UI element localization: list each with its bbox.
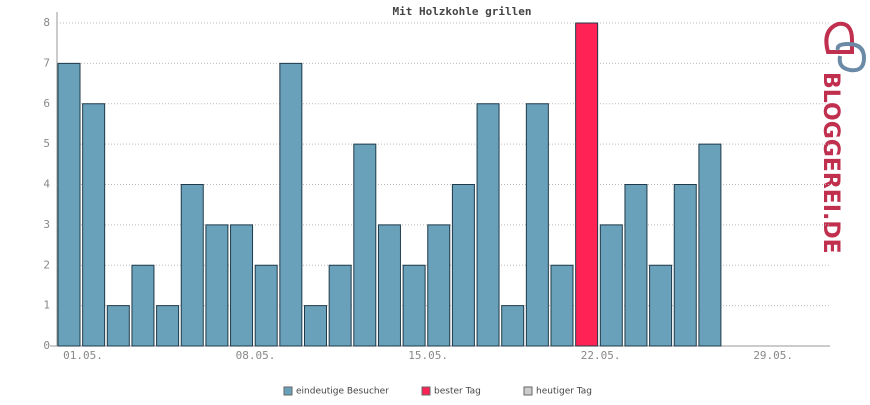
bar bbox=[328, 264, 352, 347]
bar bbox=[205, 224, 229, 347]
x-tick-label: 15.05. bbox=[408, 349, 448, 362]
bar bbox=[624, 184, 648, 347]
bar bbox=[501, 305, 525, 347]
bar bbox=[230, 224, 254, 347]
logo-icon bbox=[824, 21, 867, 73]
bar bbox=[106, 305, 130, 347]
bar bbox=[304, 305, 327, 347]
y-tick-label: 3 bbox=[43, 218, 50, 231]
bar bbox=[575, 22, 599, 347]
legend-swatch bbox=[421, 386, 431, 396]
x-tick-label: 08.05. bbox=[236, 349, 276, 362]
bar bbox=[180, 184, 204, 347]
y-tick-label: 6 bbox=[43, 97, 50, 110]
bar bbox=[254, 264, 278, 347]
x-tick-label: 29.05. bbox=[753, 349, 793, 362]
bar bbox=[156, 305, 180, 347]
logo-text: BLOGGEREI.DE bbox=[818, 72, 843, 254]
bar bbox=[599, 224, 623, 347]
bar bbox=[698, 143, 722, 347]
bar bbox=[476, 103, 500, 347]
x-tick-label: 22.05. bbox=[581, 349, 621, 362]
y-tick-label: 0 bbox=[43, 339, 50, 352]
bar bbox=[550, 264, 574, 347]
bar bbox=[57, 62, 81, 347]
y-tick-label: 8 bbox=[43, 16, 50, 29]
legend-label: heutiger Tag bbox=[536, 387, 592, 397]
y-tick-label: 5 bbox=[43, 137, 50, 150]
bar bbox=[451, 184, 475, 347]
bar bbox=[673, 184, 697, 347]
bar bbox=[279, 62, 303, 347]
legend-swatch bbox=[283, 386, 293, 396]
y-tick-label: 4 bbox=[43, 178, 50, 191]
y-tick-label: 2 bbox=[43, 258, 50, 271]
bar bbox=[427, 224, 451, 347]
legend-label: eindeutige Besucher bbox=[296, 387, 389, 397]
bar bbox=[525, 103, 549, 347]
y-tick-label: 1 bbox=[43, 299, 50, 312]
bar bbox=[649, 264, 673, 347]
legend-label: bester Tag bbox=[434, 387, 481, 397]
y-tick-label: 7 bbox=[43, 56, 50, 69]
legend-swatch bbox=[523, 386, 533, 396]
bar bbox=[131, 264, 155, 347]
chart-title: Mit Holzkohle grillen bbox=[392, 5, 531, 18]
bar bbox=[377, 224, 401, 347]
x-tick-label: 01.05. bbox=[63, 349, 103, 362]
bar bbox=[353, 143, 377, 347]
bar bbox=[402, 264, 426, 347]
bar bbox=[82, 103, 106, 347]
